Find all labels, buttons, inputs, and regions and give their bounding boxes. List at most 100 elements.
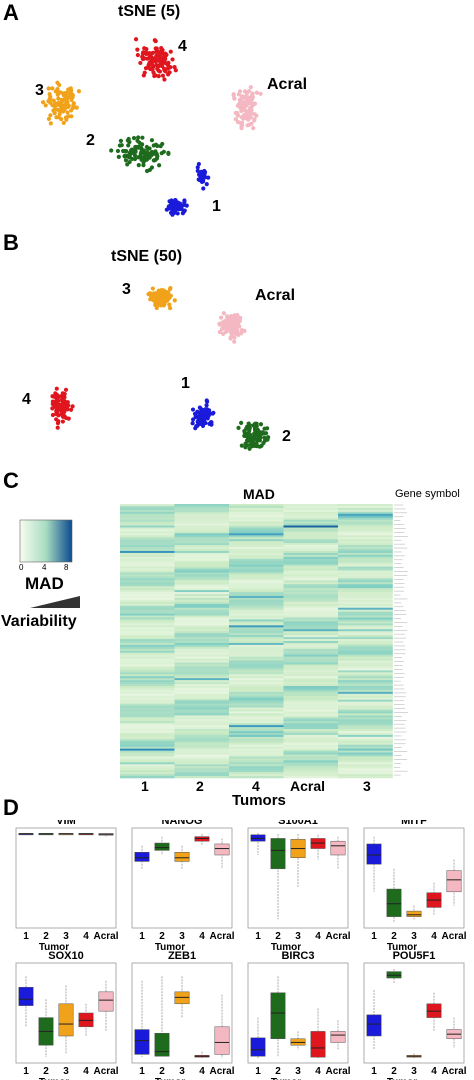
heatmap-cell bbox=[338, 689, 393, 693]
cluster-4-points-point bbox=[152, 73, 157, 79]
cluster-2-points-point bbox=[132, 156, 138, 162]
heatmap-cell bbox=[283, 703, 339, 706]
heatmap-cell bbox=[283, 672, 339, 675]
acral-points-point bbox=[232, 339, 237, 344]
heatmap-cell bbox=[174, 572, 230, 575]
heatmap-cell bbox=[120, 707, 175, 710]
cluster-2-points-point bbox=[133, 146, 138, 151]
heatmap-cell bbox=[120, 517, 175, 520]
heatmap-cell bbox=[229, 603, 284, 607]
heatmap-cell bbox=[338, 619, 393, 622]
heatmap-cell bbox=[283, 574, 339, 577]
heatmap-cell bbox=[283, 505, 339, 509]
box bbox=[58, 1003, 74, 1037]
heatmap-cell bbox=[338, 668, 393, 671]
heatmap-cell bbox=[229, 531, 284, 534]
heatmap-cell bbox=[283, 642, 339, 646]
cluster-2-points-point bbox=[140, 135, 145, 140]
cluster-1-points-point bbox=[190, 421, 195, 426]
heatmap-cell bbox=[174, 762, 230, 765]
heatmap-cell bbox=[174, 676, 230, 679]
heatmap-cell bbox=[283, 564, 339, 567]
heatmap-cell bbox=[174, 746, 230, 749]
heatmap-cell bbox=[174, 641, 230, 644]
boxplot-tick-label: 4 bbox=[315, 1066, 321, 1077]
heatmap-cell bbox=[120, 619, 175, 622]
heatmap-cell bbox=[174, 633, 230, 636]
heatmap-cell bbox=[283, 695, 339, 699]
cluster-2-points-point bbox=[161, 149, 166, 154]
heatmap-cell bbox=[229, 670, 284, 673]
heatmap-cell bbox=[120, 711, 175, 714]
heatmap-cell bbox=[174, 662, 230, 665]
heatmap-cell bbox=[174, 658, 230, 661]
heatmap-cell bbox=[283, 539, 339, 542]
boxplot-x-title: Tumor bbox=[39, 1077, 69, 1080]
heatmap-cell bbox=[174, 623, 230, 626]
boxplot-tick-label: 3 bbox=[295, 931, 301, 942]
heatmap-cell bbox=[174, 682, 230, 685]
acral-points-point bbox=[247, 122, 252, 127]
heatmap-cell bbox=[283, 738, 339, 742]
heatmap-cell bbox=[120, 547, 175, 550]
acral-points-point bbox=[235, 112, 240, 117]
heatmap-cell bbox=[120, 678, 175, 681]
heatmap-cell bbox=[229, 578, 284, 581]
heatmap-cell bbox=[338, 686, 393, 689]
panel-b-label-4: 4 bbox=[22, 391, 31, 408]
cluster-3-points-point bbox=[168, 305, 173, 311]
heatmap-cell bbox=[338, 595, 393, 599]
boxplot-frame bbox=[15, 827, 117, 929]
heatmap-cell bbox=[338, 590, 393, 593]
acral-points-point bbox=[254, 90, 259, 95]
cluster-1-points-point bbox=[200, 423, 206, 428]
heatmap-cell bbox=[338, 748, 393, 751]
heatmap-cell bbox=[174, 637, 230, 640]
cluster-2-points-point bbox=[148, 152, 153, 157]
heatmap-cell bbox=[174, 695, 230, 699]
legend-tick-0: 0 bbox=[19, 563, 24, 572]
heatmap-cell bbox=[229, 768, 284, 771]
heatmap-cell bbox=[174, 529, 230, 532]
heatmap-cell bbox=[283, 549, 339, 552]
heatmap-cell bbox=[120, 754, 175, 757]
heatmap-cell bbox=[283, 697, 339, 701]
heatmap-cell bbox=[283, 607, 339, 610]
heatmap-cell bbox=[229, 656, 284, 659]
cluster-4-points-point bbox=[63, 387, 69, 392]
cluster-2-points-point bbox=[141, 163, 146, 168]
heatmap-cell bbox=[338, 652, 393, 655]
cluster-4-points-point bbox=[152, 38, 157, 43]
heatmap-cell bbox=[338, 734, 393, 738]
acral-points-point bbox=[239, 331, 244, 336]
boxplot-tick-label: 1 bbox=[255, 931, 261, 942]
heatmap-cell bbox=[283, 707, 339, 710]
acral-points-point bbox=[254, 113, 259, 118]
heatmap-cell bbox=[229, 732, 284, 736]
heatmap-cell bbox=[338, 539, 393, 542]
heatmap-cell bbox=[338, 731, 393, 734]
gene-symbol-labels bbox=[394, 504, 408, 776]
heatmap-cell bbox=[338, 562, 393, 565]
heatmap-cell bbox=[174, 611, 230, 614]
cluster-2-points-point bbox=[157, 163, 162, 168]
heatmap-cell bbox=[338, 556, 393, 560]
heatmap-cell bbox=[229, 547, 284, 550]
heatmap-cell bbox=[338, 505, 393, 509]
heatmap-cell bbox=[338, 558, 393, 562]
heatmap-cell bbox=[283, 547, 339, 550]
cluster-3-points-point bbox=[151, 297, 156, 303]
heatmap-cell bbox=[229, 637, 284, 640]
heatmap-cell bbox=[338, 623, 393, 626]
heatmap-cell bbox=[338, 633, 393, 636]
heatmap-cell bbox=[174, 586, 230, 589]
heatmap-cell bbox=[283, 568, 339, 571]
boxplot-frame bbox=[363, 827, 465, 929]
heatmap-cell bbox=[174, 627, 230, 630]
heatmap-cell bbox=[229, 582, 284, 585]
acral-points-point bbox=[252, 118, 257, 123]
cluster-2-points-point bbox=[153, 142, 159, 147]
heatmap-cell bbox=[283, 521, 339, 524]
heatmap-cell bbox=[338, 760, 393, 763]
heatmap-cell bbox=[338, 719, 393, 722]
